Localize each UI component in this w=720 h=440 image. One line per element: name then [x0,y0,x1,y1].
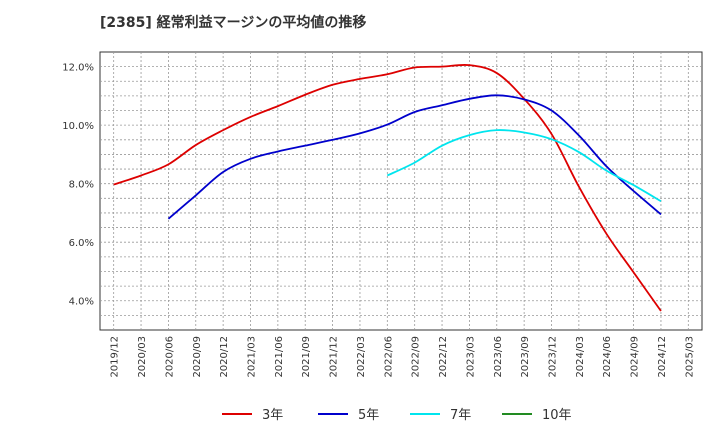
x-tick-label: 2021/12 [329,336,340,378]
x-tick-label: 2025/03 [684,336,695,378]
x-tick-label: 2019/12 [110,336,121,378]
x-tick-label: 2022/03 [356,336,367,378]
legend: 3年 5年 7年 10年 [222,408,572,423]
y-axis-ticks: 4.0% 6.0% 8.0% 10.0% 12.0% [62,63,94,308]
legend-label: 7年 [450,408,471,423]
x-tick-label: 2022/09 [411,336,422,378]
x-tick-label: 2023/03 [465,336,476,378]
series-line-7年 [386,129,662,203]
series-lines [113,63,662,312]
y-tick-label: 4.0% [69,297,94,308]
legend-label: 10年 [542,408,572,423]
grid-lines [100,52,702,330]
x-tick-label: 2020/12 [219,336,230,378]
y-tick-label: 10.0% [62,121,94,132]
x-tick-label: 2023/12 [548,336,559,378]
x-tick-label: 2023/06 [493,336,504,378]
x-tick-label: 2022/06 [383,336,394,378]
x-tick-label: 2020/06 [164,336,175,378]
x-tick-label: 2024/09 [630,336,641,378]
x-tick-label: 2021/03 [247,336,258,378]
legend-label: 3年 [262,408,283,423]
x-tick-label: 2021/09 [301,336,312,378]
x-tick-label: 2024/06 [602,336,613,378]
series-line-5年 [167,94,662,220]
legend-label: 5年 [358,408,379,423]
x-tick-label: 2022/12 [438,336,449,378]
x-axis-ticks: 2019/12 2020/03 2020/06 2020/09 2020/12 2021/… [110,336,696,378]
x-tick-label: 2023/09 [520,336,531,378]
x-tick-label: 2021/06 [274,336,285,378]
y-tick-label: 12.0% [62,63,94,74]
x-tick-label: 2020/09 [192,336,203,378]
plot-area [99,51,703,331]
y-tick-label: 8.0% [69,180,94,191]
x-tick-label: 2024/03 [575,336,586,378]
x-tick-label: 2024/12 [657,336,668,378]
x-tick-label: 2020/03 [137,336,148,378]
y-tick-label: 6.0% [69,238,94,249]
chart-title: [2385] 経常利益マージンの平均値の推移 [100,15,367,31]
series-line-3年 [113,63,662,312]
